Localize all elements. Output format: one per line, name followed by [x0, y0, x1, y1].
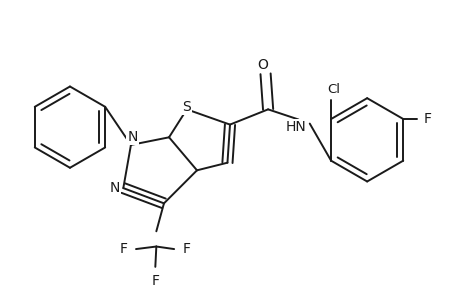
Text: N: N	[109, 181, 120, 195]
Text: HN: HN	[285, 120, 306, 134]
Text: O: O	[257, 58, 268, 72]
Text: N: N	[127, 130, 137, 144]
Text: F: F	[423, 112, 431, 126]
Text: Cl: Cl	[326, 83, 339, 96]
Text: S: S	[182, 100, 191, 114]
Text: F: F	[151, 274, 159, 288]
Text: F: F	[182, 242, 190, 256]
Text: F: F	[119, 242, 127, 256]
